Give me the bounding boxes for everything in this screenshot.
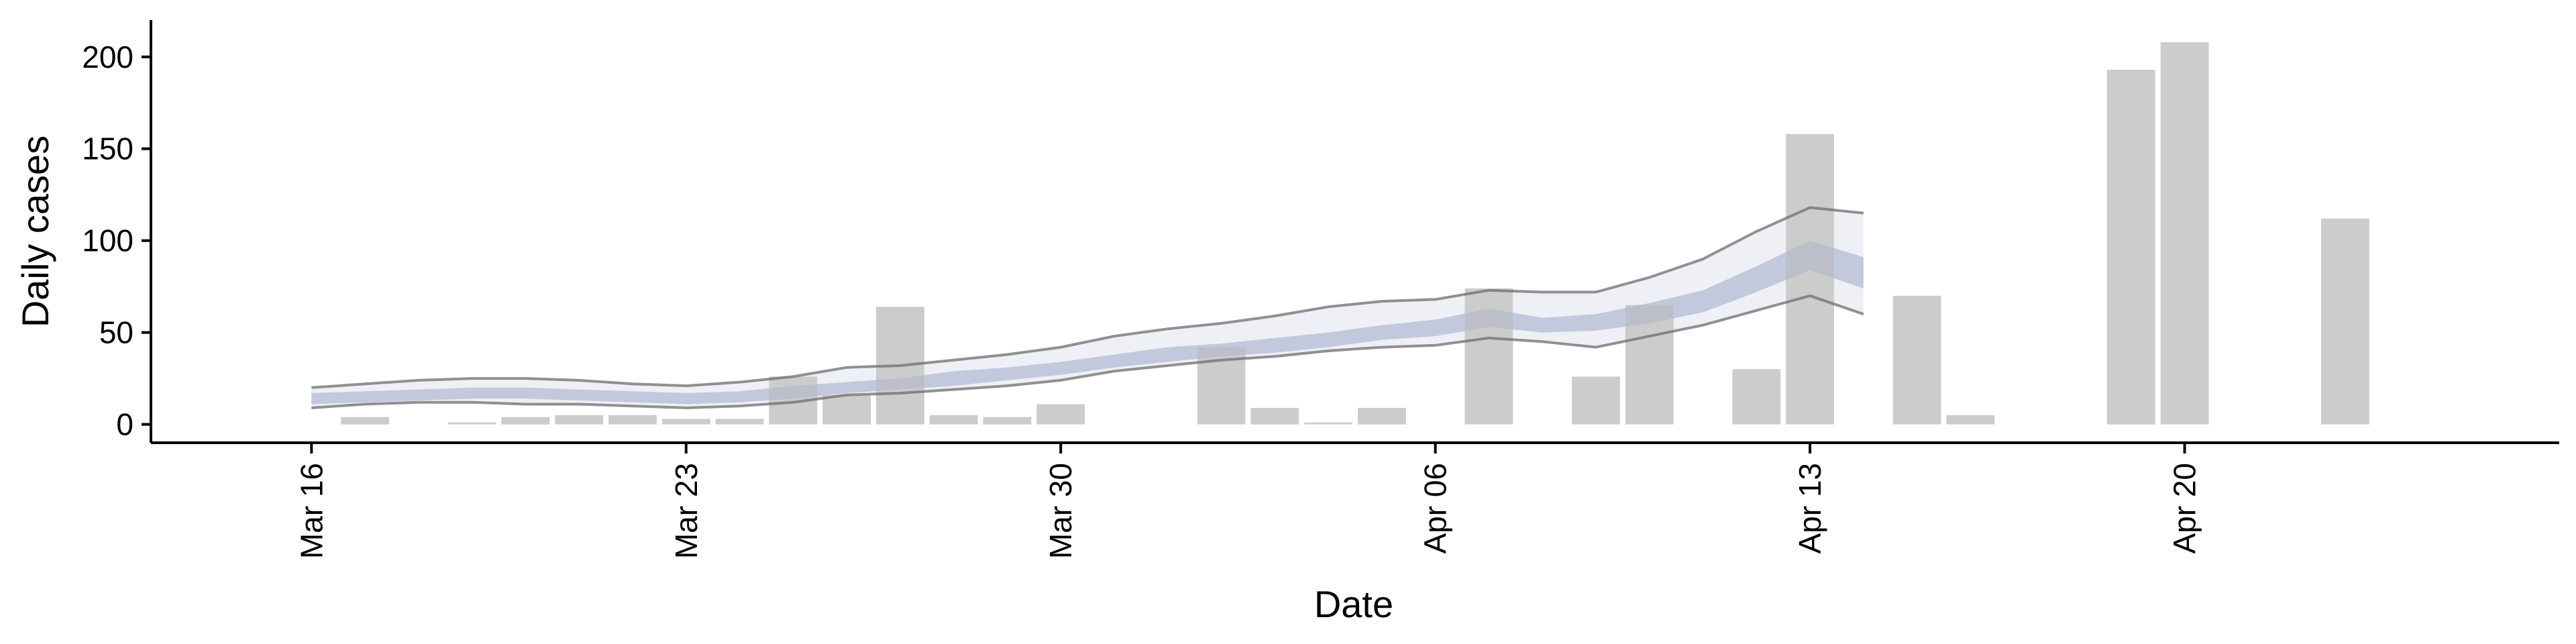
bar (2106, 70, 2155, 425)
band-layer (311, 207, 1864, 408)
bar (447, 422, 496, 425)
bar (1304, 422, 1352, 425)
bar (983, 417, 1032, 425)
y-tick-label: 0 (116, 407, 133, 442)
bar (661, 419, 710, 425)
lower-bound-line (311, 294, 1864, 410)
bar (608, 415, 657, 425)
y-axis-title: Daily cases (14, 136, 56, 327)
median-band (311, 240, 1864, 405)
bar (1946, 415, 1995, 425)
bar (1892, 295, 1941, 425)
bar (1250, 408, 1299, 425)
bar (1358, 408, 1406, 425)
bars-layer (341, 42, 2369, 425)
y-axis: 0 50 100 150 200 (82, 20, 152, 443)
x-tick-label: Mar 16 (294, 463, 329, 559)
band-inner (311, 240, 1864, 405)
x-tick-label: Apr 06 (1418, 463, 1453, 554)
y-tick-label: 50 (99, 315, 133, 350)
y-tick-label: 200 (82, 40, 133, 74)
bar (1572, 376, 1620, 425)
bar (2160, 42, 2209, 425)
bar (929, 415, 978, 425)
y-tick-label: 150 (82, 131, 133, 166)
x-axis-title: Date (1314, 583, 1393, 625)
bar (1732, 369, 1781, 425)
x-tick-label: Apr 13 (1792, 463, 1827, 554)
x-tick-label: Mar 23 (669, 463, 704, 559)
bar (1786, 133, 1834, 425)
band-outer (311, 207, 1864, 408)
bar (1464, 288, 1513, 425)
x-tick-label: Mar 30 (1043, 463, 1078, 559)
bar (715, 419, 764, 425)
x-tick-label: Apr 20 (2167, 463, 2202, 554)
x-axis: Mar 16 Mar 23 Mar 30 Apr 06 Apr 13 Apr 20 (151, 441, 2559, 559)
median-layer (311, 206, 1864, 410)
bar (2321, 218, 2369, 425)
bar (341, 417, 389, 425)
bar (555, 415, 604, 425)
bar (501, 417, 550, 425)
bar (1036, 404, 1085, 425)
bar (822, 394, 871, 425)
bar (1625, 305, 1674, 425)
upper-bound-line (311, 206, 1864, 389)
y-tick-label: 100 (82, 223, 133, 258)
